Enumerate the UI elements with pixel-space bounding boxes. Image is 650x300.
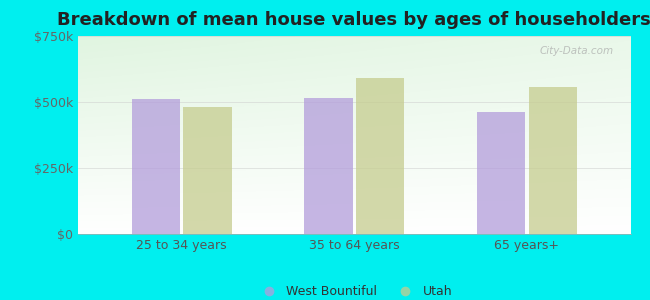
Title: Breakdown of mean house values by ages of householders: Breakdown of mean house values by ages o… bbox=[57, 11, 650, 29]
Bar bbox=[477, 112, 525, 234]
Legend: West Bountiful, Utah: West Bountiful, Utah bbox=[252, 280, 457, 300]
Bar bbox=[183, 107, 231, 234]
Bar bbox=[304, 98, 352, 234]
Bar bbox=[356, 78, 404, 234]
Bar bbox=[131, 99, 180, 234]
Bar bbox=[528, 87, 577, 234]
Text: City-Data.com: City-Data.com bbox=[540, 46, 614, 56]
